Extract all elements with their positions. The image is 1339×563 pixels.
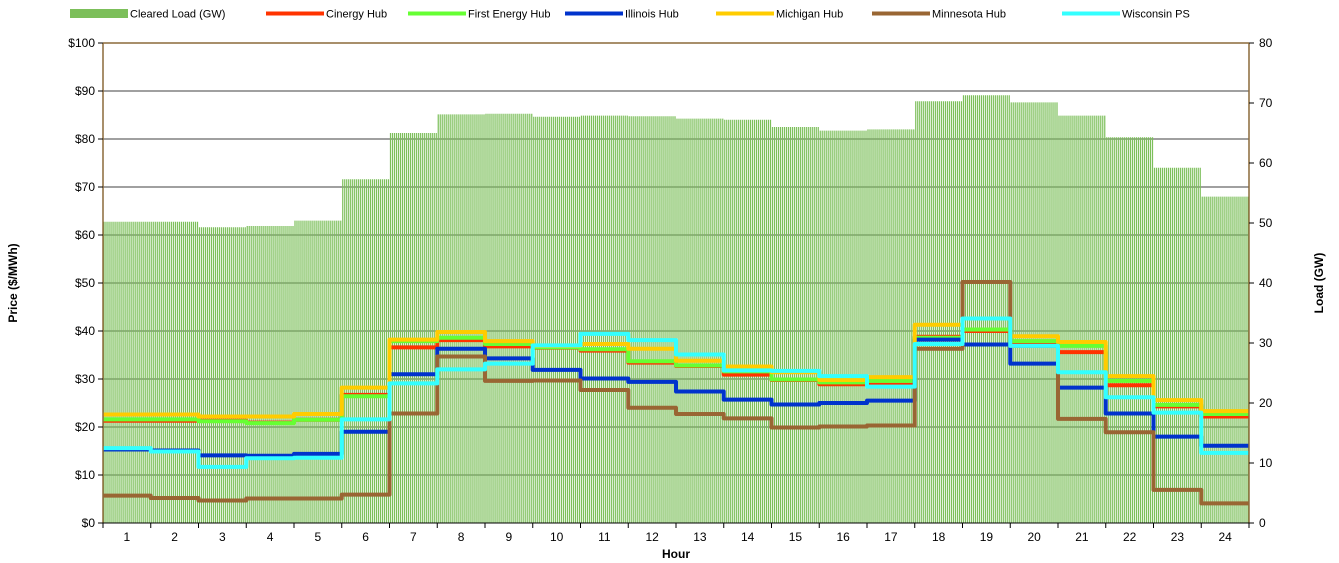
load-bar	[1153, 167, 1201, 523]
load-bar	[1201, 196, 1249, 523]
x-tick-label: 16	[836, 530, 850, 544]
legend-label: Wisconsin PS	[1122, 9, 1190, 21]
left-tick-label: $20	[75, 420, 95, 434]
right-tick-label: 60	[1259, 156, 1273, 170]
load-bar	[485, 113, 533, 523]
x-tick-label: 17	[884, 530, 898, 544]
x-tick-label: 21	[1075, 530, 1089, 544]
load-bar	[533, 116, 581, 523]
load-bar	[915, 101, 963, 523]
load-bar	[676, 118, 724, 523]
x-tick-label: 20	[1027, 530, 1041, 544]
legend-item: Minnesota Hub	[872, 9, 1006, 21]
left-tick-label: $90	[75, 84, 95, 98]
x-tick-label: 8	[458, 530, 465, 544]
legend-label: Minnesota Hub	[932, 9, 1006, 21]
x-tick-label: 13	[693, 530, 707, 544]
x-tick-label: 9	[506, 530, 513, 544]
right-tick-label: 30	[1259, 336, 1273, 350]
bars-group	[103, 95, 1249, 523]
load-bar	[437, 114, 485, 523]
x-axis-ticks: 1 2 3 4 5 6 7 8 9 10 11 12 13 14 15 16 17 18 19 20 21 22 23 24	[102, 523, 1250, 544]
x-tick-label: 6	[362, 530, 369, 544]
lines-group	[103, 280, 1249, 506]
right-tick-label: 70	[1259, 96, 1273, 110]
legend-item: Illinois Hub	[565, 9, 679, 21]
x-tick-label: 5	[315, 530, 322, 544]
load-bar	[771, 127, 819, 523]
x-tick-label: 15	[789, 530, 803, 544]
x-tick-label: 11	[598, 530, 611, 544]
load-bar	[389, 133, 437, 523]
right-tick-label: 50	[1259, 216, 1273, 230]
right-tick-label: 40	[1259, 276, 1273, 290]
left-tick-label: $40	[75, 324, 95, 338]
x-tick-label: 4	[267, 530, 274, 544]
load-bar	[294, 220, 342, 523]
load-bar	[628, 116, 676, 523]
load-bar	[819, 130, 867, 523]
legend-label: Illinois Hub	[625, 9, 679, 21]
right-tick-label: 80	[1259, 36, 1273, 50]
x-tick-label: 18	[932, 530, 946, 544]
x-axis-title: Hour	[662, 547, 690, 561]
x-tick-label: 14	[741, 530, 755, 544]
legend-label: First Energy Hub	[468, 9, 551, 21]
load-bar	[151, 221, 199, 523]
left-tick-label: $70	[75, 180, 95, 194]
y-axis-right-title: Load (GW)	[1312, 253, 1326, 314]
load-bar	[1058, 115, 1106, 523]
load-bar	[1106, 137, 1154, 523]
x-tick-label: 12	[645, 530, 659, 544]
y-axis-left-title: Price ($/MWh)	[6, 243, 20, 322]
load-bar	[724, 119, 772, 523]
left-tick-label: $80	[75, 132, 95, 146]
legend-item: Wisconsin PS	[1062, 9, 1190, 21]
legend-label: Cleared Load (GW)	[130, 9, 225, 21]
legend: Cleared Load (GW) Cinergy Hub First Energy…	[70, 9, 1190, 21]
x-tick-label: 3	[219, 530, 226, 544]
x-tick-label: 24	[1218, 530, 1232, 544]
legend-item: First Energy Hub	[408, 9, 551, 21]
x-tick-label: 7	[410, 530, 417, 544]
legend-label: Michigan Hub	[776, 9, 843, 21]
load-bar	[103, 221, 151, 523]
load-bar	[246, 226, 294, 523]
legend-item: Michigan Hub	[716, 9, 843, 21]
x-tick-label: 2	[171, 530, 178, 544]
left-tick-label: $50	[75, 276, 95, 290]
x-tick-label: 23	[1171, 530, 1185, 544]
x-tick-label: 22	[1123, 530, 1137, 544]
load-bar	[342, 179, 390, 523]
x-tick-label: 1	[124, 530, 131, 544]
series-line-wisconsin-ps	[103, 316, 1249, 469]
series-line-michigan-hub	[103, 316, 1249, 419]
left-tick-label: $10	[75, 468, 95, 482]
right-tick-label: 20	[1259, 396, 1273, 410]
right-tick-label: 0	[1259, 516, 1266, 530]
left-tick-label: $60	[75, 228, 95, 242]
load-bar	[580, 115, 628, 523]
legend-item: Cleared Load (GW)	[70, 9, 225, 21]
left-tick-label: $100	[68, 36, 95, 50]
left-tick-label: $0	[82, 516, 96, 530]
right-axis-ticks: 0 10 20 30 40 50 60 70 80	[1249, 36, 1273, 530]
x-tick-label: 10	[550, 530, 564, 544]
right-tick-label: 10	[1259, 456, 1273, 470]
legend-label: Cinergy Hub	[326, 9, 387, 21]
legend-swatch	[70, 9, 128, 18]
x-tick-label: 19	[980, 530, 994, 544]
legend-item: Cinergy Hub	[266, 9, 387, 21]
load-bar	[1010, 102, 1058, 523]
load-bar	[198, 227, 246, 523]
load-bar	[867, 129, 915, 523]
left-tick-label: $30	[75, 372, 95, 386]
left-axis-ticks: $0 $10 $20 $30 $40 $50 $60 $70 $80 $90 $100	[68, 36, 103, 530]
